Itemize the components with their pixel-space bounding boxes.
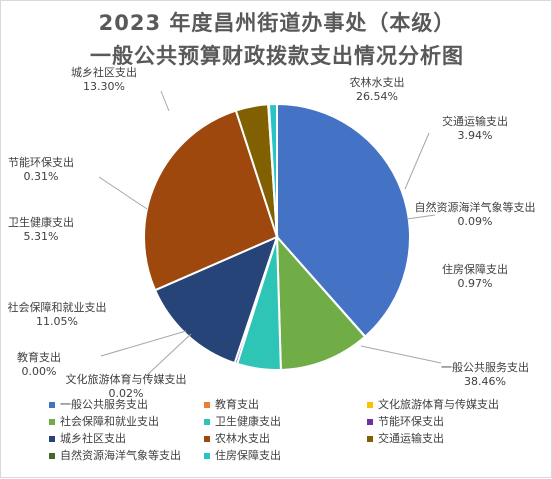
chart-title-line1: 2023 年度昌州街道办事处（本级） [98, 11, 456, 35]
data-label-name-3: 社会保障和就业支出 [8, 300, 107, 314]
leader-line-6 [160, 90, 170, 112]
legend-item-7: 农林水支出 [204, 430, 270, 446]
legend-swatch-8 [367, 436, 373, 442]
legend-label-9: 自然资源海洋气象等支出 [60, 449, 181, 462]
legend-label-7: 农林水支出 [215, 432, 270, 445]
legend-label-2: 文化旅游体育与传媒支出 [378, 398, 499, 411]
leader-line-0 [360, 345, 442, 364]
legend-swatch-1 [204, 402, 210, 408]
data-label-name-10: 住房保障支出 [442, 262, 508, 276]
legend-label-3: 社会保障和就业支出 [60, 415, 159, 428]
legend-item-8: 交通运输支出 [367, 430, 444, 446]
legend-label-8: 交通运输支出 [378, 432, 444, 445]
data-label-name-0: 一般公共服务支出 [441, 360, 529, 374]
leader-line-9 [406, 214, 436, 220]
legend-item-0: 一般公共服务支出 [49, 396, 148, 412]
data-label-value-7: 26.54% [356, 90, 398, 103]
pie-slice-0 [276, 102, 411, 338]
legend-item-9: 自然资源海洋气象等支出 [49, 447, 181, 463]
data-label-name-8: 交通运输支出 [442, 114, 508, 128]
legend-label-10: 住房保障支出 [215, 449, 281, 462]
legend-item-4: 卫生健康支出 [204, 413, 281, 429]
legend-swatch-4 [204, 419, 210, 425]
data-label-value-2: 0.02% [109, 387, 144, 400]
legend-swatch-6 [49, 436, 55, 442]
legend-label-1: 教育支出 [215, 398, 259, 411]
legend-item-3: 社会保障和就业支出 [49, 413, 159, 429]
leader-line-5 [98, 176, 148, 210]
legend-label-5: 节能环保支出 [378, 415, 444, 428]
legend-item-2: 文化旅游体育与传媒支出 [367, 396, 499, 412]
data-label-value-6: 13.30% [83, 80, 125, 93]
leader-line-1 [100, 330, 187, 357]
legend-label-4: 卫生健康支出 [215, 415, 281, 428]
leader-line-2 [145, 333, 192, 377]
data-label-value-9: 0.09% [458, 215, 493, 228]
data-label-value-3: 11.05% [36, 315, 78, 328]
legend-item-5: 节能环保支出 [367, 413, 444, 429]
legend-swatch-5 [367, 419, 373, 425]
legend-label-6: 城乡社区支出 [60, 432, 126, 445]
legend-item-10: 住房保障支出 [204, 447, 281, 463]
legend-item-6: 城乡社区支出 [49, 430, 126, 446]
data-label-name-9: 自然资源海洋气象等支出 [415, 200, 536, 214]
data-label-name-4: 卫生健康支出 [8, 215, 74, 229]
pie-slice-7 [143, 109, 279, 292]
pie-slice-10 [267, 102, 278, 238]
data-label-value-10: 0.97% [458, 277, 493, 290]
legend-swatch-2 [367, 402, 373, 408]
legend-swatch-10 [204, 453, 210, 459]
data-label-name-5: 节能环保支出 [8, 155, 74, 169]
legend-swatch-9 [49, 453, 55, 459]
data-label-name-2: 文化旅游体育与传媒支出 [66, 372, 187, 386]
legend-item-1: 教育支出 [204, 396, 259, 412]
data-label-name-6: 城乡社区支出 [71, 65, 137, 79]
legend-swatch-7 [204, 436, 210, 442]
data-label-name-7: 农林水支出 [350, 75, 405, 89]
data-label-value-8: 3.94% [458, 129, 493, 142]
legend-swatch-3 [49, 419, 55, 425]
data-label-name-1: 教育支出 [17, 350, 61, 364]
data-label-value-4: 5.31% [24, 230, 59, 243]
leader-line-8 [404, 132, 430, 190]
chart-title-line2: 一般公共预算财政拨款支出情况分析图 [90, 44, 464, 68]
data-label-value-0: 38.46% [464, 375, 506, 388]
data-label-value-1: 0.00% [22, 365, 57, 378]
pie-slice-3 [275, 234, 367, 371]
legend-swatch-0 [49, 402, 55, 408]
legend-label-0: 一般公共服务支出 [60, 398, 148, 411]
data-label-value-5: 0.31% [24, 170, 59, 183]
